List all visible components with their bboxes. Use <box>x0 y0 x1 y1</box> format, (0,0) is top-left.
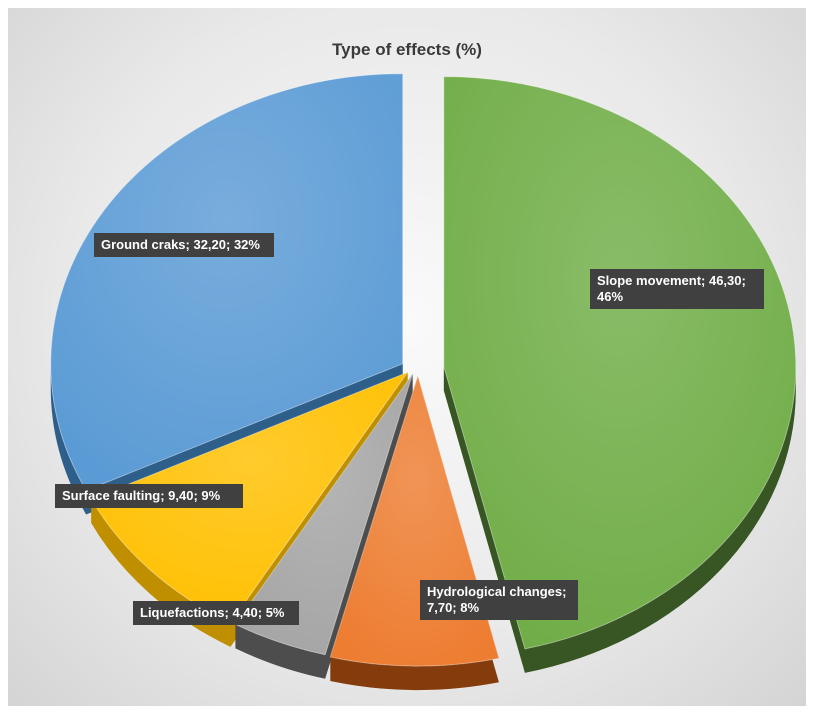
label-hydrological-changes: Hydrological changes; 7,70; 8% <box>420 580 578 620</box>
label-liquefactions: Liquefactions; 4,40; 5% <box>133 601 299 625</box>
chart-title: Type of effects (%) <box>332 40 482 59</box>
label-slope-movement: Slope movement; 46,30; 46% <box>590 269 764 309</box>
pie-side-ground-craks <box>50 73 403 515</box>
label-ground-craks: Ground craks; 32,20; 32% <box>94 233 274 257</box>
label-surface-faulting: Surface faulting; 9,40; 9% <box>55 484 243 508</box>
pie-slice-sheen-slope-movement <box>443 76 796 649</box>
pie-slice-sheen-liquefactions <box>235 373 413 655</box>
pie-slice-sheen-ground-craks <box>50 73 403 491</box>
pie-slice-sheen-surface-faulting <box>91 372 408 623</box>
